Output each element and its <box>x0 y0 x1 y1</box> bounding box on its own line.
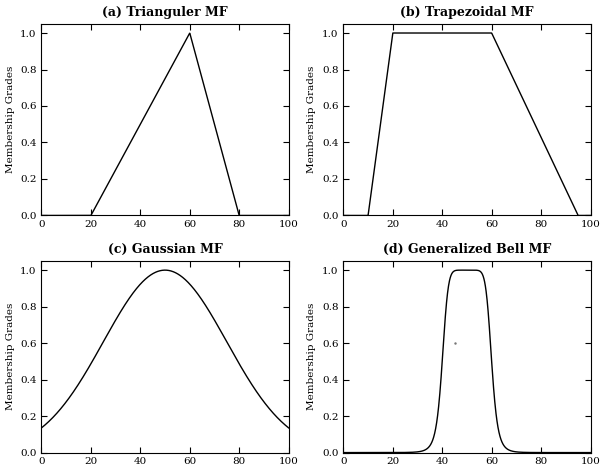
Title: (c) Gaussian MF: (c) Gaussian MF <box>108 243 222 256</box>
Y-axis label: Membership Grades: Membership Grades <box>5 303 15 411</box>
Title: (d) Generalized Bell MF: (d) Generalized Bell MF <box>383 243 551 256</box>
Y-axis label: Membership Grades: Membership Grades <box>307 303 316 411</box>
Y-axis label: Membership Grades: Membership Grades <box>307 66 316 173</box>
Title: (a) Trianguler MF: (a) Trianguler MF <box>102 6 228 18</box>
Title: (b) Trapezoidal MF: (b) Trapezoidal MF <box>400 6 534 18</box>
Y-axis label: Membership Grades: Membership Grades <box>5 66 15 173</box>
